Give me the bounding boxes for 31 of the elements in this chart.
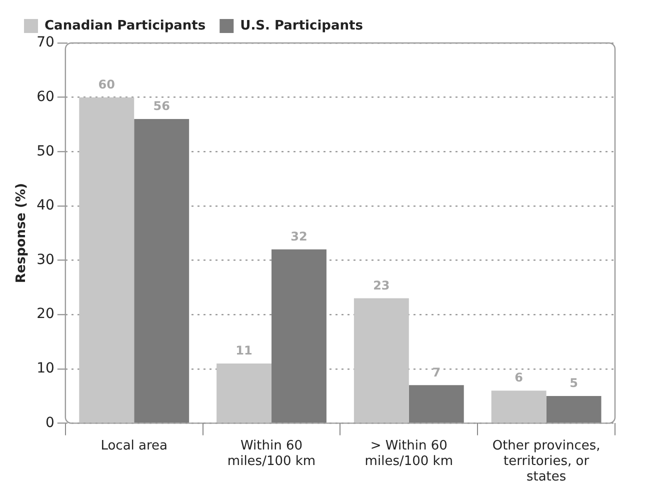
data-label: 56 — [153, 99, 170, 114]
y-tick-label: 20 — [36, 306, 54, 322]
bar — [354, 298, 409, 423]
data-label: 60 — [98, 77, 115, 92]
bar — [408, 385, 464, 423]
x-tick-label: > Within 60 miles/100 km — [364, 438, 453, 469]
bar — [79, 97, 134, 423]
legend-label: Canadian Participants — [44, 18, 206, 34]
bar — [134, 119, 190, 423]
data-label: 5 — [570, 376, 578, 390]
data-label: 32 — [290, 230, 308, 244]
data-label: 11 — [236, 344, 252, 358]
y-tick-label: 0 — [45, 414, 54, 431]
y-tick-label: 50 — [36, 143, 54, 160]
x-tick-label: Within 60 miles/100 km — [227, 438, 316, 469]
data-label: 23 — [373, 278, 390, 292]
data-label: 6 — [514, 370, 523, 385]
y-tick-label: 70 — [36, 34, 54, 51]
y-axis-title: Response (%) — [14, 183, 30, 284]
x-tick-label: Local area — [100, 438, 168, 454]
x-tick-label: Other provinces, territories, or states — [492, 438, 600, 485]
bar — [272, 249, 326, 423]
bar — [546, 396, 602, 423]
data-label: 7 — [432, 365, 441, 380]
legend-label: U.S. Participants — [240, 18, 364, 34]
y-tick-label: 30 — [36, 252, 54, 268]
y-tick-label: 40 — [36, 198, 54, 214]
y-tick-label: 10 — [36, 360, 54, 377]
bar — [491, 390, 546, 423]
y-tick-label: 60 — [36, 88, 54, 105]
bar — [216, 363, 272, 423]
